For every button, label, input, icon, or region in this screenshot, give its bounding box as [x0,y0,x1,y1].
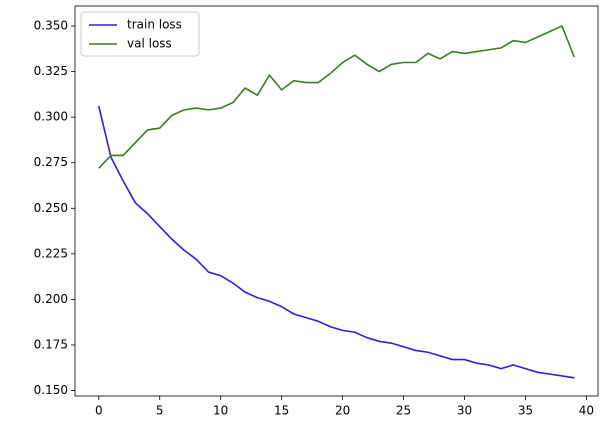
x-tick-label: 0 [95,404,103,418]
y-tick-label: 0.350 [34,19,68,33]
legend-label: val loss [127,37,172,51]
line [98,24,575,169]
line [97,106,575,379]
y-tick-label: 0.175 [34,337,68,351]
x-tick-label: 40 [579,404,594,418]
y-tick-label: 0.325 [34,64,68,78]
legend-label: train loss [127,18,182,32]
y-tick-label: 0.300 [34,110,68,124]
y-tick-label: 0.225 [34,246,68,260]
y-tick-label: 0.275 [34,155,68,169]
plot-frame [74,5,599,397]
y-tick-label: 0.200 [34,292,68,306]
legend-box [80,11,200,57]
x-tick-label: 20 [335,404,350,418]
x-tick-label: 10 [213,404,228,418]
x-tick-label: 25 [396,404,411,418]
x-tick-label: 30 [457,404,472,418]
x-tick-label: 5 [156,404,164,418]
y-tick-label: 0.150 [34,383,68,397]
x-tick-label: 35 [518,404,533,418]
y-tick-label: 0.250 [34,201,68,215]
x-tick-label: 15 [274,404,289,418]
